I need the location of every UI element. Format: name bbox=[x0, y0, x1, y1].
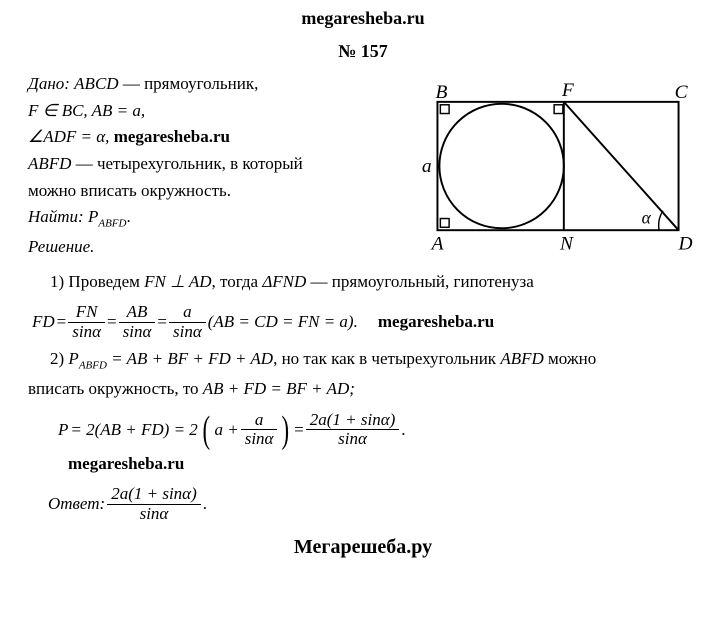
step2-P: P bbox=[68, 349, 78, 368]
inline-watermark-3: megaresheba.ru bbox=[68, 451, 698, 477]
bottom-watermark: Мегарешеба.ру bbox=[28, 536, 698, 559]
label-F: F bbox=[561, 80, 575, 101]
step1-mid: FN ⊥ AD bbox=[144, 272, 211, 291]
given-l1c: — прямоугольник, bbox=[119, 74, 259, 93]
given-l4a: ABFD bbox=[28, 154, 71, 173]
step1-mid2: , тогда bbox=[212, 272, 263, 291]
step2-mid: = AB + BF + FD + AD bbox=[107, 349, 273, 368]
equation-perimeter: P = 2(AB + FD) = 2 ( a + asinα ) = 2a(1 … bbox=[58, 411, 698, 449]
solution-label: Решение. bbox=[28, 235, 412, 260]
find-sub: ABFD bbox=[98, 218, 126, 230]
step1-tri: ΔFND bbox=[262, 272, 306, 291]
find-label: Найти: bbox=[28, 207, 88, 226]
step2-eq2: AB + FD = BF + AD; bbox=[203, 379, 355, 398]
label-alpha: α bbox=[642, 207, 652, 227]
label-B: B bbox=[436, 82, 448, 103]
step1-post: — прямоугольный, гипотенуза bbox=[306, 272, 533, 291]
find-P: P bbox=[88, 207, 98, 226]
given-l3a: ∠ADF = α, bbox=[28, 127, 109, 146]
answer-line: Ответ: 2a(1 + sinα)sinα . bbox=[48, 485, 698, 523]
step2-abfd: ABFD bbox=[500, 349, 543, 368]
label-N: N bbox=[559, 234, 574, 255]
find-dot: . bbox=[126, 207, 130, 226]
label-C: C bbox=[675, 82, 689, 103]
equation-fd: FD = FNsinα = ABsinα = asinα (AB = CD = … bbox=[32, 303, 698, 341]
label-a: a bbox=[422, 156, 432, 177]
step2-txt: , но так как в четырехугольник bbox=[273, 349, 500, 368]
given-abcd: ABCD bbox=[74, 74, 118, 93]
inline-watermark-1: megaresheba.ru bbox=[109, 127, 230, 146]
step1-pre: 1) Проведем bbox=[50, 272, 144, 291]
top-watermark: megaresheba.ru bbox=[28, 8, 698, 29]
given-l5: можно вписать окружность. bbox=[28, 179, 412, 204]
given-label: Дано: bbox=[28, 74, 74, 93]
given-l2: F ∈ BC, AB = a, bbox=[28, 99, 412, 124]
step2-line2: вписать окружность, то bbox=[28, 379, 203, 398]
problem-number: № 157 bbox=[28, 41, 698, 62]
label-D: D bbox=[678, 234, 693, 255]
label-A: A bbox=[430, 234, 444, 255]
step2-pre: 2) bbox=[50, 349, 68, 368]
geometry-diagram: B F C a A N D α bbox=[418, 72, 698, 267]
inline-watermark-2: megaresheba.ru bbox=[378, 309, 494, 335]
step2-txt2: можно bbox=[544, 349, 596, 368]
given-l4b: — четырехугольник, в который bbox=[71, 154, 302, 173]
step2-sub: ABFD bbox=[79, 359, 107, 371]
